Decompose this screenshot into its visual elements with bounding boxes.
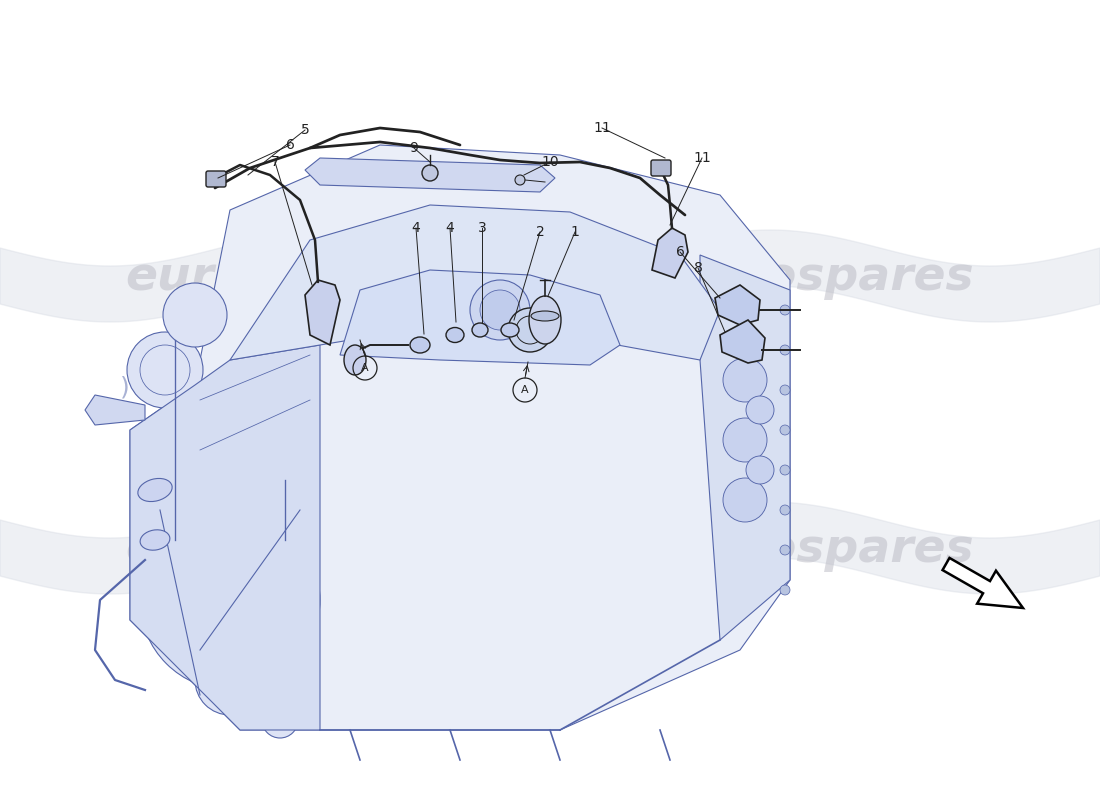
Circle shape — [148, 488, 192, 532]
Circle shape — [780, 465, 790, 475]
Text: 6: 6 — [675, 245, 684, 259]
Ellipse shape — [410, 337, 430, 353]
Circle shape — [746, 396, 774, 424]
Circle shape — [195, 645, 265, 715]
Polygon shape — [85, 395, 145, 425]
Ellipse shape — [529, 296, 561, 344]
FancyBboxPatch shape — [651, 160, 671, 176]
Text: 2: 2 — [536, 225, 544, 239]
Circle shape — [422, 165, 438, 181]
Circle shape — [780, 585, 790, 595]
Circle shape — [780, 425, 790, 435]
Text: ): ) — [120, 376, 130, 400]
Circle shape — [746, 456, 774, 484]
Polygon shape — [340, 270, 620, 365]
Text: 9: 9 — [409, 141, 418, 155]
Circle shape — [780, 345, 790, 355]
Polygon shape — [720, 320, 764, 363]
Text: 10: 10 — [541, 155, 559, 169]
Circle shape — [780, 385, 790, 395]
Ellipse shape — [344, 345, 366, 375]
Polygon shape — [130, 345, 320, 730]
Polygon shape — [652, 228, 688, 278]
FancyArrow shape — [943, 558, 1023, 608]
Polygon shape — [305, 158, 556, 192]
Polygon shape — [715, 285, 760, 325]
Circle shape — [515, 175, 525, 185]
Circle shape — [262, 702, 298, 738]
Text: 11: 11 — [693, 151, 711, 165]
Circle shape — [140, 510, 320, 690]
Circle shape — [470, 280, 530, 340]
Text: 1: 1 — [571, 225, 580, 239]
Text: 5: 5 — [300, 123, 309, 137]
Text: 11: 11 — [593, 121, 611, 135]
Circle shape — [126, 332, 204, 408]
Ellipse shape — [472, 323, 488, 337]
Ellipse shape — [138, 478, 172, 502]
Circle shape — [780, 505, 790, 515]
Circle shape — [175, 375, 285, 485]
Text: eurospares: eurospares — [125, 527, 425, 573]
Circle shape — [480, 290, 520, 330]
Ellipse shape — [531, 311, 559, 321]
Ellipse shape — [500, 323, 519, 337]
Polygon shape — [130, 145, 790, 730]
Text: A: A — [521, 385, 529, 395]
Polygon shape — [305, 280, 340, 345]
Ellipse shape — [140, 530, 169, 550]
Text: 4: 4 — [411, 221, 420, 235]
Text: eurospares: eurospares — [675, 255, 975, 301]
Ellipse shape — [446, 327, 464, 342]
Circle shape — [508, 308, 552, 352]
Circle shape — [163, 283, 227, 347]
Polygon shape — [230, 205, 720, 360]
Text: 4: 4 — [446, 221, 454, 235]
Text: eurospares: eurospares — [125, 255, 425, 301]
Circle shape — [780, 545, 790, 555]
Circle shape — [723, 418, 767, 462]
Text: eurospares: eurospares — [675, 527, 975, 573]
Text: 7: 7 — [271, 155, 279, 169]
Text: A: A — [361, 363, 368, 373]
FancyBboxPatch shape — [206, 171, 225, 187]
Circle shape — [723, 478, 767, 522]
Text: 3: 3 — [477, 221, 486, 235]
Circle shape — [780, 305, 790, 315]
Polygon shape — [700, 255, 790, 640]
Text: 8: 8 — [694, 261, 703, 275]
Circle shape — [723, 358, 767, 402]
Text: 6: 6 — [286, 138, 295, 152]
